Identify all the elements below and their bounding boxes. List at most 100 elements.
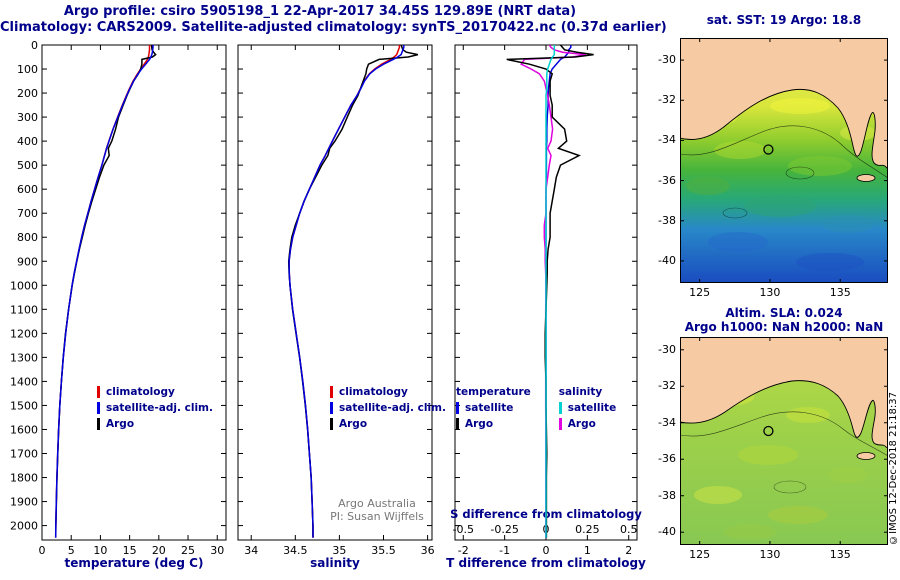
legend-label-climatology: climatology xyxy=(106,386,175,398)
x-tick-label: 35 xyxy=(332,544,346,557)
legend-temperature-panel: climatology satellite-adj. clim. Argo xyxy=(97,384,213,432)
legend-item-s-satellite: satellite xyxy=(558,400,617,416)
x-tick-label: 30 xyxy=(210,544,224,557)
map-ticks xyxy=(680,38,888,283)
depth-tick-label: 1500 xyxy=(10,399,38,412)
s-tick-label: 0.25 xyxy=(575,523,600,536)
lon-tick-label: 130 xyxy=(759,286,781,299)
lat-tick-label: -36 xyxy=(658,452,676,466)
x-tick-label: -2 xyxy=(458,544,469,557)
kangaroo-island xyxy=(856,174,876,182)
series-temperature-satellite xyxy=(545,45,572,538)
series-group xyxy=(287,45,419,538)
imos-watermark: ©IMOS 12-Dec-2018 21:18:37 xyxy=(888,392,899,545)
legend-item-t-argo: Argo xyxy=(456,416,531,432)
x-tick-label: 20 xyxy=(152,544,166,557)
legend-swatch-s-argo xyxy=(558,418,562,430)
lat-tick-label: -34 xyxy=(658,415,676,429)
depth-tick-label: 1800 xyxy=(10,472,38,485)
depth-tick-label: 1600 xyxy=(10,423,38,436)
coastline xyxy=(680,88,888,170)
series-satellite-adj-clim- xyxy=(288,45,405,538)
depth-tick-label: 200 xyxy=(17,87,38,100)
sla-map xyxy=(680,337,888,545)
x-axis-label: salinity xyxy=(310,556,360,570)
sla-contour-loop xyxy=(773,480,807,494)
depth-tick-label: 1100 xyxy=(10,303,38,316)
series-climatology xyxy=(54,45,151,538)
legend-salinity-panel: climatology satellite-adj. clim. Argo xyxy=(330,384,446,432)
lat-tick-label: -30 xyxy=(658,53,676,67)
depth-tick-label: 1200 xyxy=(10,327,38,340)
x-axis-label: temperature (deg C) xyxy=(65,556,204,570)
depth-tick-label: 1000 xyxy=(10,279,38,292)
x-tick-label: 1 xyxy=(584,544,591,557)
lon-tick-label: 135 xyxy=(829,548,851,561)
s-tick-label: -0.5 xyxy=(453,523,474,536)
depth-tick-label: 0 xyxy=(31,39,38,52)
lon-tick-label: 135 xyxy=(829,286,851,299)
legend-swatch-t-satellite xyxy=(456,402,459,414)
legend-swatch-argo xyxy=(97,418,100,430)
legend-item-satellite-adj: satellite-adj. clim. xyxy=(97,400,213,416)
depth-tick-label: 2000 xyxy=(10,520,38,533)
x-tick-label: 15 xyxy=(123,544,137,557)
lat-tick-label: -40 xyxy=(658,525,676,539)
legend-item-satellite-adj: satellite-adj. clim. xyxy=(330,400,446,416)
depth-tick-label: 600 xyxy=(17,183,38,196)
legend-swatch-climatology xyxy=(97,386,100,398)
legend-header-temperature: temperature xyxy=(456,386,531,398)
legend-swatch-satellite-adj xyxy=(330,402,333,414)
x-tick-label: 10 xyxy=(93,544,107,557)
axes-frame xyxy=(237,44,433,541)
australia-land xyxy=(680,337,888,448)
map-border xyxy=(680,38,888,283)
legend-header-salinity: salinity xyxy=(558,386,603,398)
legend-label-satellite-adj: satellite-adj. clim. xyxy=(106,402,213,414)
depth-tick-label: 900 xyxy=(17,255,38,268)
lat-tick-label: -32 xyxy=(658,93,676,107)
sst-map-title: sat. SST: 19 Argo: 18.8 xyxy=(706,13,862,27)
series-satellite-adj-clim- xyxy=(54,45,154,538)
depth-tick-label: 100 xyxy=(17,63,38,76)
legend-swatch-argo xyxy=(330,418,333,430)
lat-tick-label: -34 xyxy=(658,133,676,147)
legend-label-s-satellite: satellite xyxy=(567,402,617,414)
legend-item-argo: Argo xyxy=(97,416,213,432)
x-tick-label: 0 xyxy=(543,544,550,557)
depth-tick-label: 1400 xyxy=(10,375,38,388)
attribution-line1: Argo Australia xyxy=(338,497,416,510)
series-temperature-argo xyxy=(506,45,594,538)
depth-tick-label: 1700 xyxy=(10,447,38,460)
legend-label-t-argo: Argo xyxy=(465,418,494,430)
lat-tick-label: -40 xyxy=(658,253,676,267)
float-position-marker xyxy=(763,144,774,155)
s-tick-label: 0.5 xyxy=(620,523,638,536)
x-tick-label: 5 xyxy=(68,544,75,557)
series-group xyxy=(506,45,594,538)
axes-frame xyxy=(41,44,227,541)
legend-label-climatology: climatology xyxy=(339,386,408,398)
depth-tick-label: 800 xyxy=(17,231,38,244)
panel-salinity-profile: 34 34.5 35 35.5 36 salinity xyxy=(237,44,435,570)
legend-label-argo: Argo xyxy=(339,418,368,430)
series-argo xyxy=(287,45,419,538)
legend-difference-panel: temperature satellite Argo salinity sate… xyxy=(456,384,616,432)
sst-contour-loop xyxy=(785,166,815,180)
depth-tick-label: 1300 xyxy=(10,351,38,364)
lon-tick-label: 125 xyxy=(689,286,711,299)
legend-label-s-argo: Argo xyxy=(567,418,596,430)
series-group xyxy=(54,45,157,538)
lat-tick-label: -32 xyxy=(658,379,676,393)
x-tick-label: 34.5 xyxy=(283,544,308,557)
sla-contour xyxy=(680,411,888,457)
figure-title-line1: Argo profile: csiro 5905198_1 22-Apr-201… xyxy=(63,4,577,19)
depth-tick-label: 500 xyxy=(17,159,38,172)
panel-temperature-profile: 0 5 10 15 20 25 300100200300400500600700800900… xyxy=(10,39,227,570)
float-position-marker xyxy=(763,425,774,437)
x-axis-label: T difference from climatology xyxy=(446,556,646,570)
x-tick-label: 35.5 xyxy=(371,544,396,557)
x-tick-label: 36 xyxy=(421,544,435,557)
